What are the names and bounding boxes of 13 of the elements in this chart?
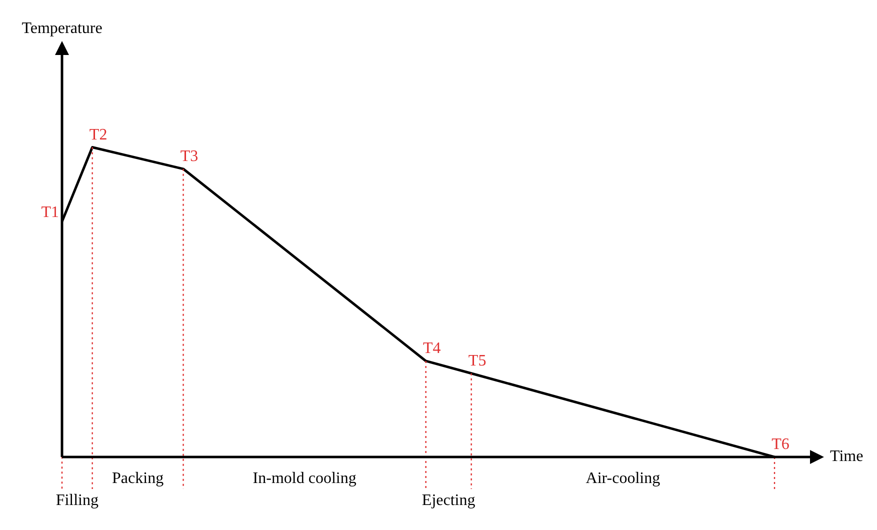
text: T2 xyxy=(89,126,108,144)
text: T1 xyxy=(41,204,59,221)
text: Packing xyxy=(112,470,164,488)
annotation: T4 xyxy=(422,340,441,358)
annotation: T6 xyxy=(772,436,790,454)
text: Filling xyxy=(56,492,99,510)
text: Air-cooling xyxy=(586,470,660,488)
text: Temperature xyxy=(22,20,102,38)
text: Ejecting xyxy=(422,492,476,510)
annotation: T3 xyxy=(180,148,198,166)
annotation: T5 xyxy=(468,352,486,370)
x-axis-title: Time xyxy=(830,448,864,466)
text: In-mold cooling xyxy=(252,470,356,488)
